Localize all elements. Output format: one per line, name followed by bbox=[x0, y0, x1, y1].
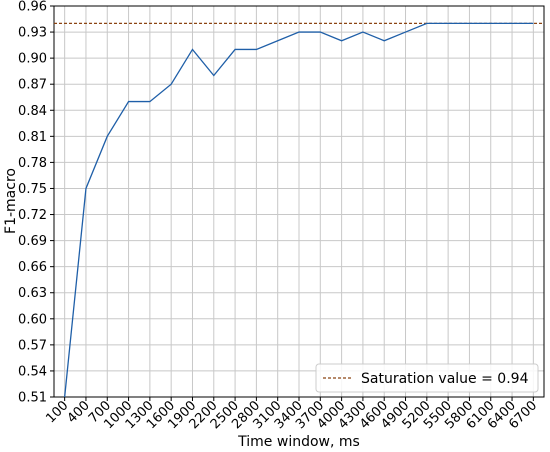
y-tick-label: 0.63 bbox=[18, 286, 47, 301]
legend-box bbox=[315, 363, 539, 393]
y-tick-label: 0.87 bbox=[18, 78, 47, 93]
y-tick-label: 0.69 bbox=[18, 234, 47, 249]
y-axis: 0.51 0.54 0.57 0.60 0.63 0.66 0.69 0.72 0.75 0.78… bbox=[18, 0, 54, 406]
x-axis: 1004007001000130016001900220025002800310… bbox=[43, 397, 540, 432]
y-tick-label: 0.90 bbox=[18, 52, 47, 67]
y-tick-label: 0.60 bbox=[18, 312, 47, 327]
y-tick-label: 0.81 bbox=[18, 130, 47, 145]
y-axis-title: F1-macro bbox=[3, 168, 19, 234]
legend: Saturation value = 0.94 bbox=[315, 363, 539, 393]
f1-series-line bbox=[64, 22, 534, 398]
legend-label: Saturation value = 0.94 bbox=[361, 371, 529, 387]
y-tick-label: 0.75 bbox=[18, 182, 47, 197]
x-axis-title: Time window, ms bbox=[237, 434, 360, 450]
y-tick-label: 0.51 bbox=[18, 391, 47, 406]
y-tick-label: 0.93 bbox=[18, 26, 47, 41]
y-tick-label: 0.57 bbox=[18, 338, 47, 353]
y-tick-label: 0.66 bbox=[18, 260, 47, 275]
grid bbox=[54, 5, 544, 398]
y-tick-label: 0.96 bbox=[18, 0, 47, 15]
y-tick-label: 0.54 bbox=[18, 364, 47, 379]
y-tick-label: 0.78 bbox=[18, 156, 47, 171]
y-tick-label: 0.72 bbox=[18, 208, 47, 223]
y-tick-label: 0.84 bbox=[18, 104, 47, 119]
